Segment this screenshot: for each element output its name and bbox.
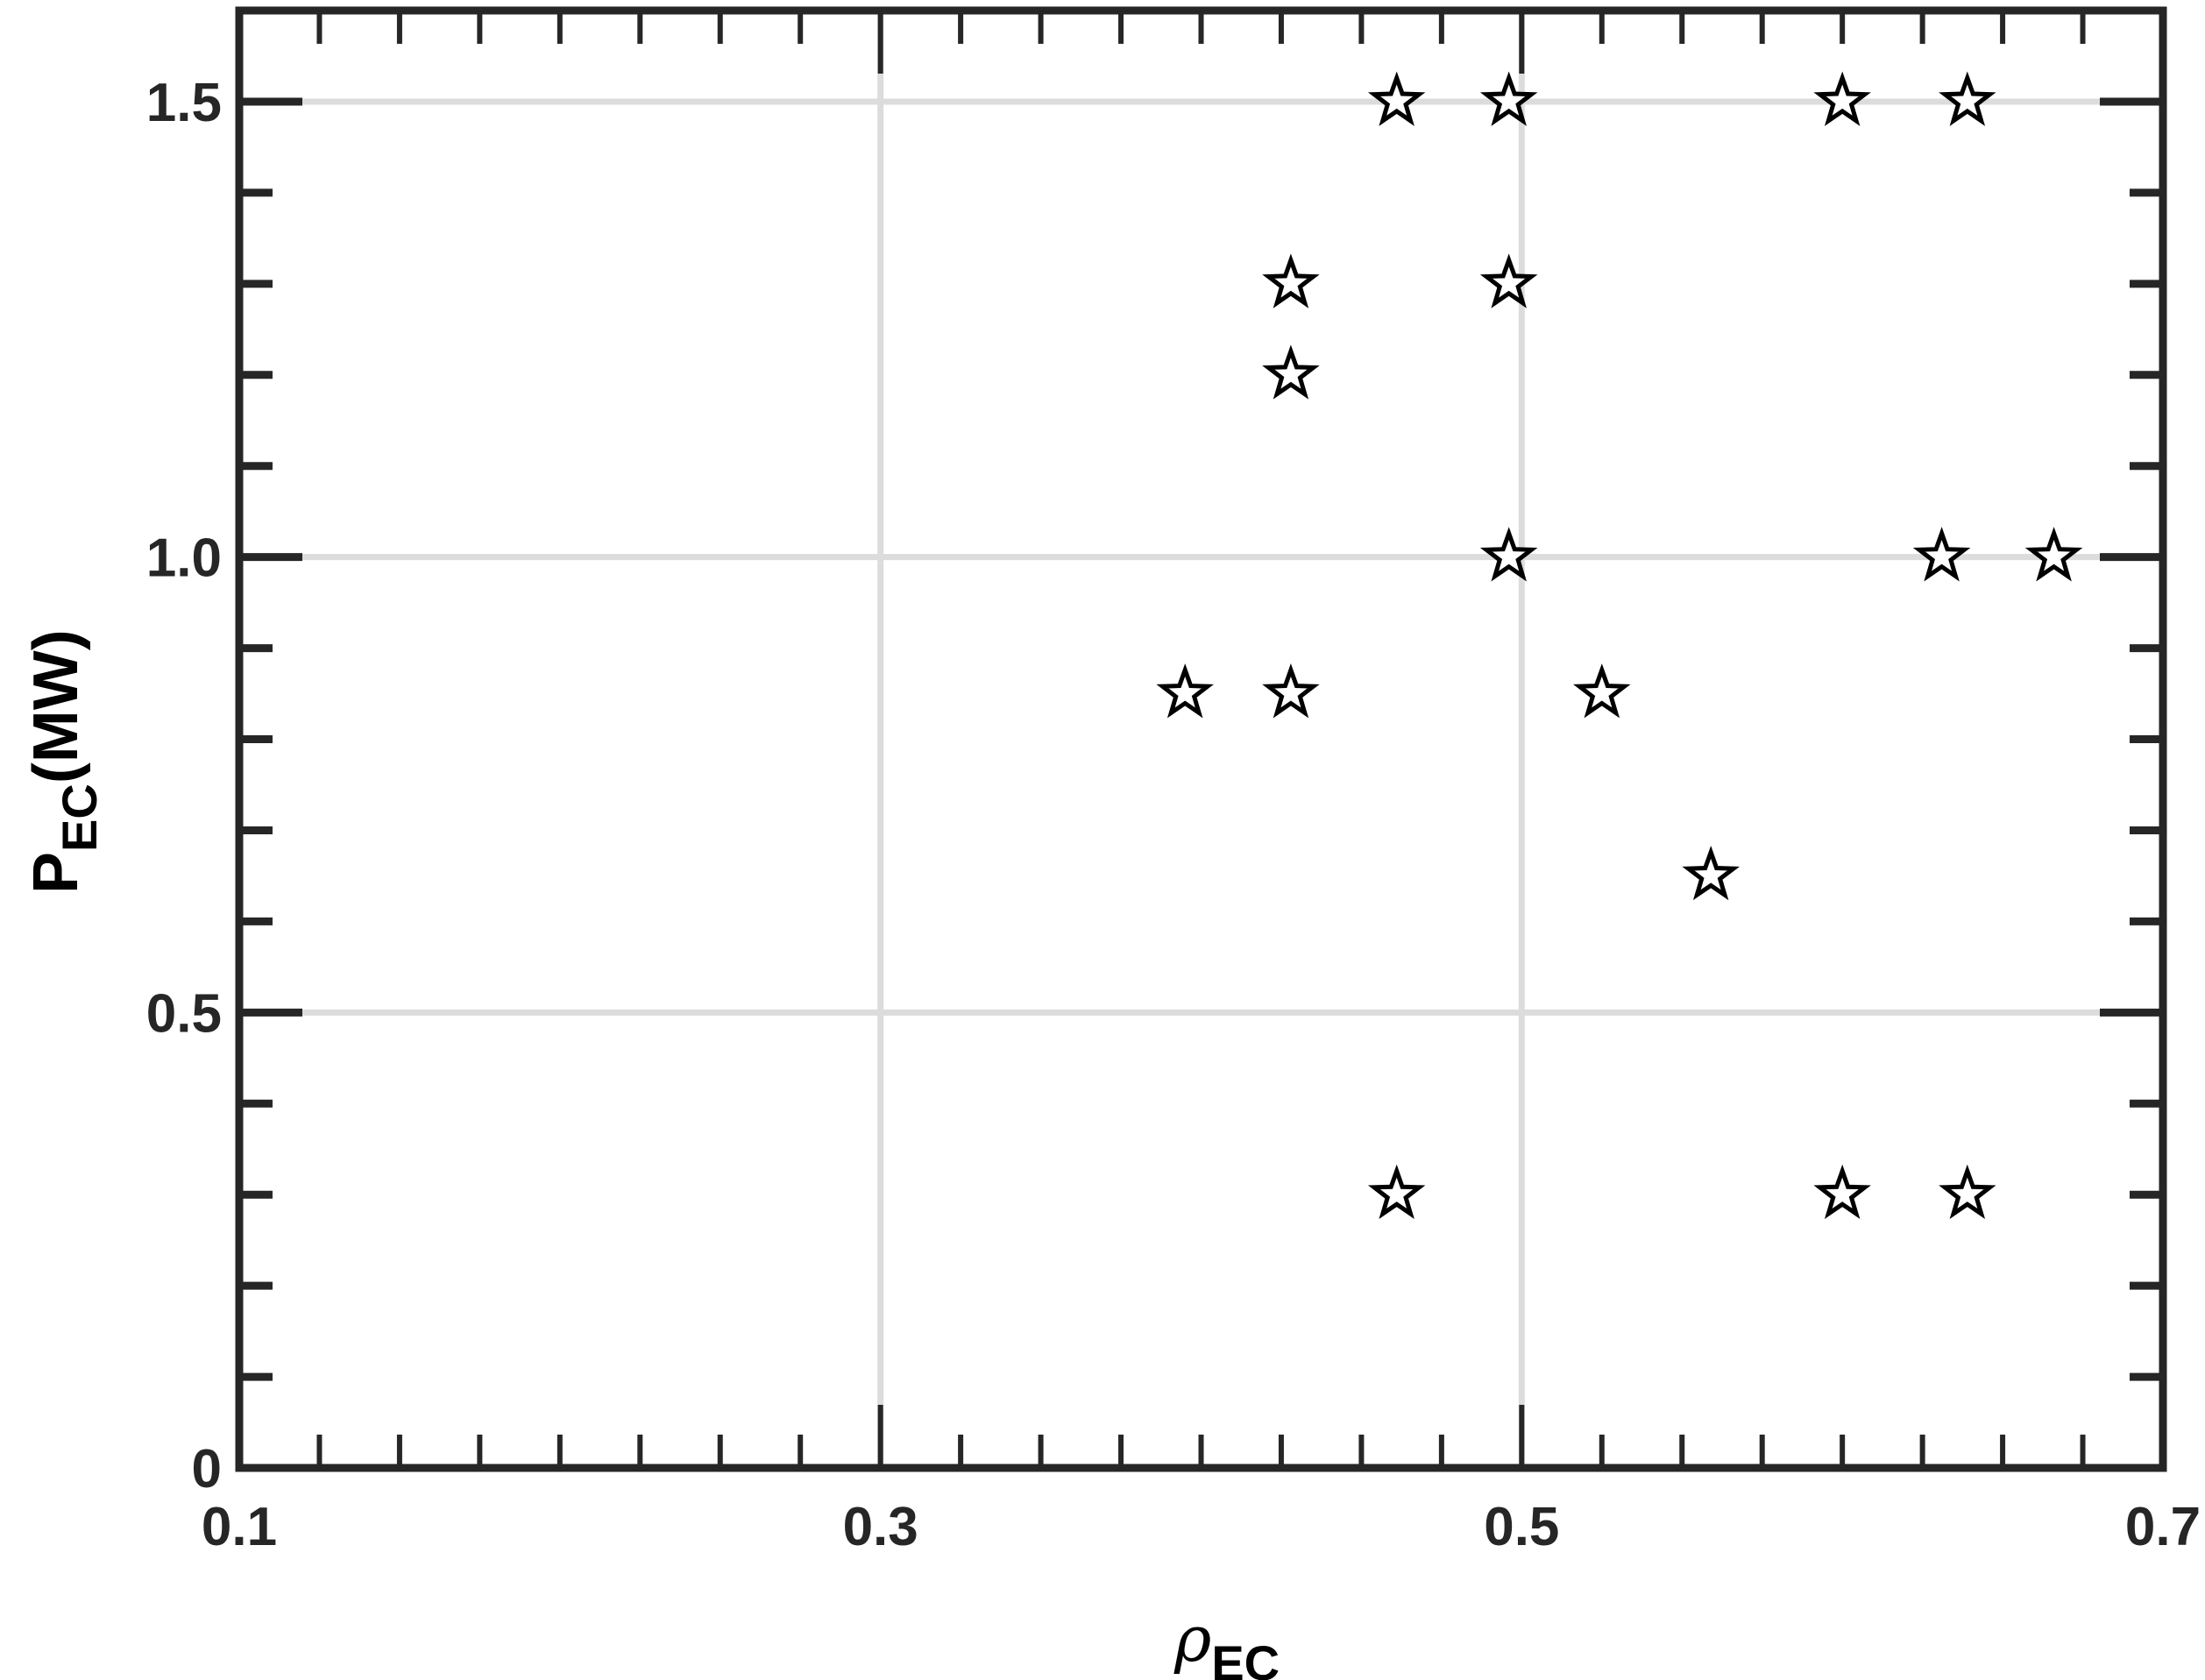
star-marker-icon bbox=[1682, 845, 1740, 901]
plot-frame bbox=[235, 6, 2167, 1472]
y-tick-label: 1.0 bbox=[146, 528, 222, 589]
x-tick-label: 0.5 bbox=[1484, 1497, 1559, 1557]
star-marker-icon bbox=[1262, 663, 1320, 719]
star-marker-icon bbox=[1912, 527, 1971, 582]
star-marker-icon bbox=[1367, 1164, 1426, 1220]
star-marker-icon bbox=[1573, 663, 1631, 719]
star-marker-icon bbox=[1479, 71, 1538, 126]
x-axis-label-subscript: EC bbox=[1211, 1635, 1280, 1680]
star-marker-icon bbox=[1813, 1164, 1871, 1220]
star-marker-icon bbox=[1479, 253, 1538, 308]
data-points bbox=[1156, 71, 2083, 1220]
star-marker-icon bbox=[1262, 253, 1320, 308]
y-tick-label: 0.5 bbox=[146, 983, 222, 1044]
y-axis-label-unit: (MW) bbox=[21, 629, 91, 783]
y-tick-label: 0 bbox=[192, 1439, 222, 1499]
y-axis-label-main: P bbox=[21, 852, 91, 894]
star-marker-icon bbox=[1367, 71, 1426, 126]
y-axis-label: PEC(MW) bbox=[21, 629, 107, 894]
star-marker-icon bbox=[1479, 527, 1538, 582]
x-tick-label: 0.7 bbox=[2125, 1497, 2201, 1557]
star-marker-icon bbox=[1156, 663, 1214, 719]
x-tick-labels: 0.1 0.3 0.5 0.7 bbox=[202, 1497, 2201, 1557]
star-marker-icon bbox=[2024, 527, 2083, 582]
x-tick-label: 0.1 bbox=[202, 1497, 277, 1557]
grid-lines bbox=[239, 11, 2163, 1468]
minor-ticks bbox=[239, 11, 2163, 1468]
y-tick-label: 1.5 bbox=[146, 73, 222, 133]
y-axis-label-subscript: EC bbox=[52, 783, 107, 852]
x-axis-label-main: ρ bbox=[1173, 1602, 1211, 1676]
star-marker-icon bbox=[1813, 71, 1871, 126]
star-marker-icon bbox=[1262, 344, 1320, 400]
x-tick-label: 0.3 bbox=[843, 1497, 918, 1557]
star-marker-icon bbox=[1939, 71, 1996, 126]
y-tick-labels: 0 0.5 1.0 1.5 bbox=[146, 73, 222, 1499]
x-axis-label: ρEC bbox=[1173, 1602, 1280, 1680]
star-marker-icon bbox=[1939, 1164, 1996, 1220]
